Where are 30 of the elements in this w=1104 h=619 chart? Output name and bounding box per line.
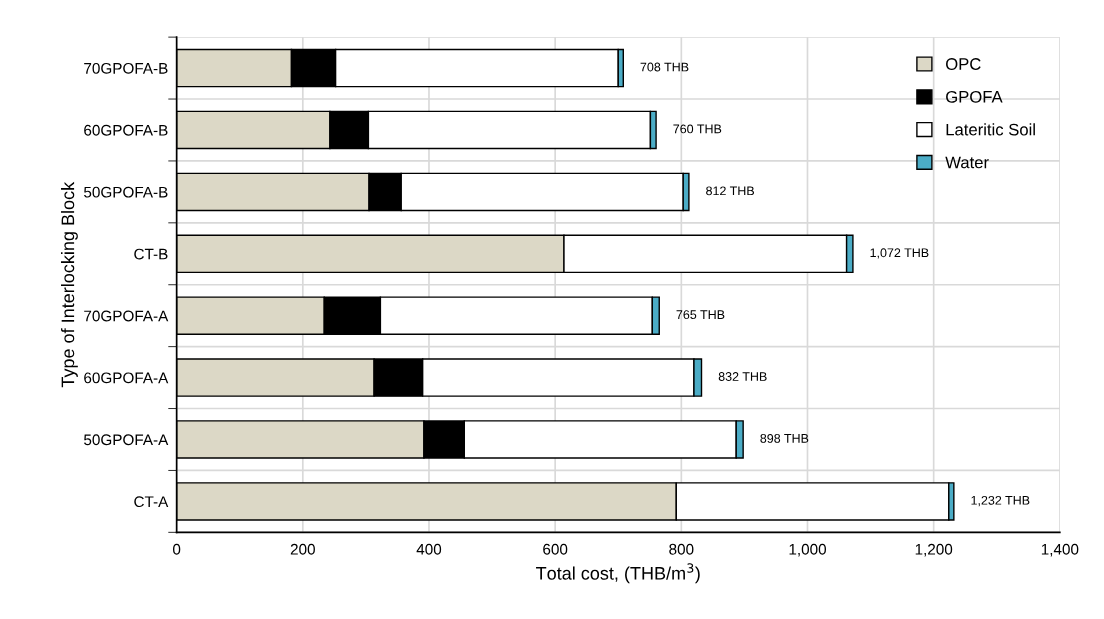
legend-label: GPOFA (946, 90, 1003, 103)
y-tick-label: CT-B (134, 248, 168, 260)
x-tick-label: 800 (669, 543, 694, 555)
x-tick-label: 1,200 (915, 543, 953, 557)
total-label: 898 THB (760, 433, 809, 443)
total-label: 1,232 THB (971, 495, 1030, 507)
total-label: 832 THB (718, 372, 767, 381)
legend-label: Lateritic Soil (946, 123, 1035, 136)
y-axis-title: Type of Interlocking Block (61, 181, 78, 388)
y-tick-label: 70GPOFA-B (84, 62, 168, 74)
legend-label: Water (945, 156, 989, 169)
x-tick-label: 1,400 (1041, 543, 1079, 557)
y-tick-label: 60GPOFA-B (84, 124, 168, 136)
x-tick-label: 600 (543, 543, 568, 555)
x-tick-label: 0 (172, 543, 181, 555)
total-label: 760 THB (673, 124, 722, 134)
total-label: 1,072 THB (870, 248, 929, 259)
y-tick-label: 50GPOFA-B (84, 186, 168, 198)
total-label: 765 THB (676, 310, 725, 320)
total-label: 812 THB (706, 186, 755, 196)
y-tick-label: 50GPOFA-A (84, 434, 169, 446)
x-tick-label: 400 (416, 543, 442, 555)
x-tick-label: 1,000 (789, 543, 827, 557)
total-label: 708 THB (640, 62, 689, 72)
y-tick-label: 70GPOFA-A (84, 310, 169, 322)
y-tick-label: 60GPOFA-A (84, 372, 169, 384)
x-tick-label: 200 (290, 543, 315, 555)
x-axis-title: Total cost, (THB/m$^{3}$) (536, 563, 700, 584)
y-tick-label: CT-A (134, 496, 169, 508)
legend-label: OPC (946, 58, 981, 70)
